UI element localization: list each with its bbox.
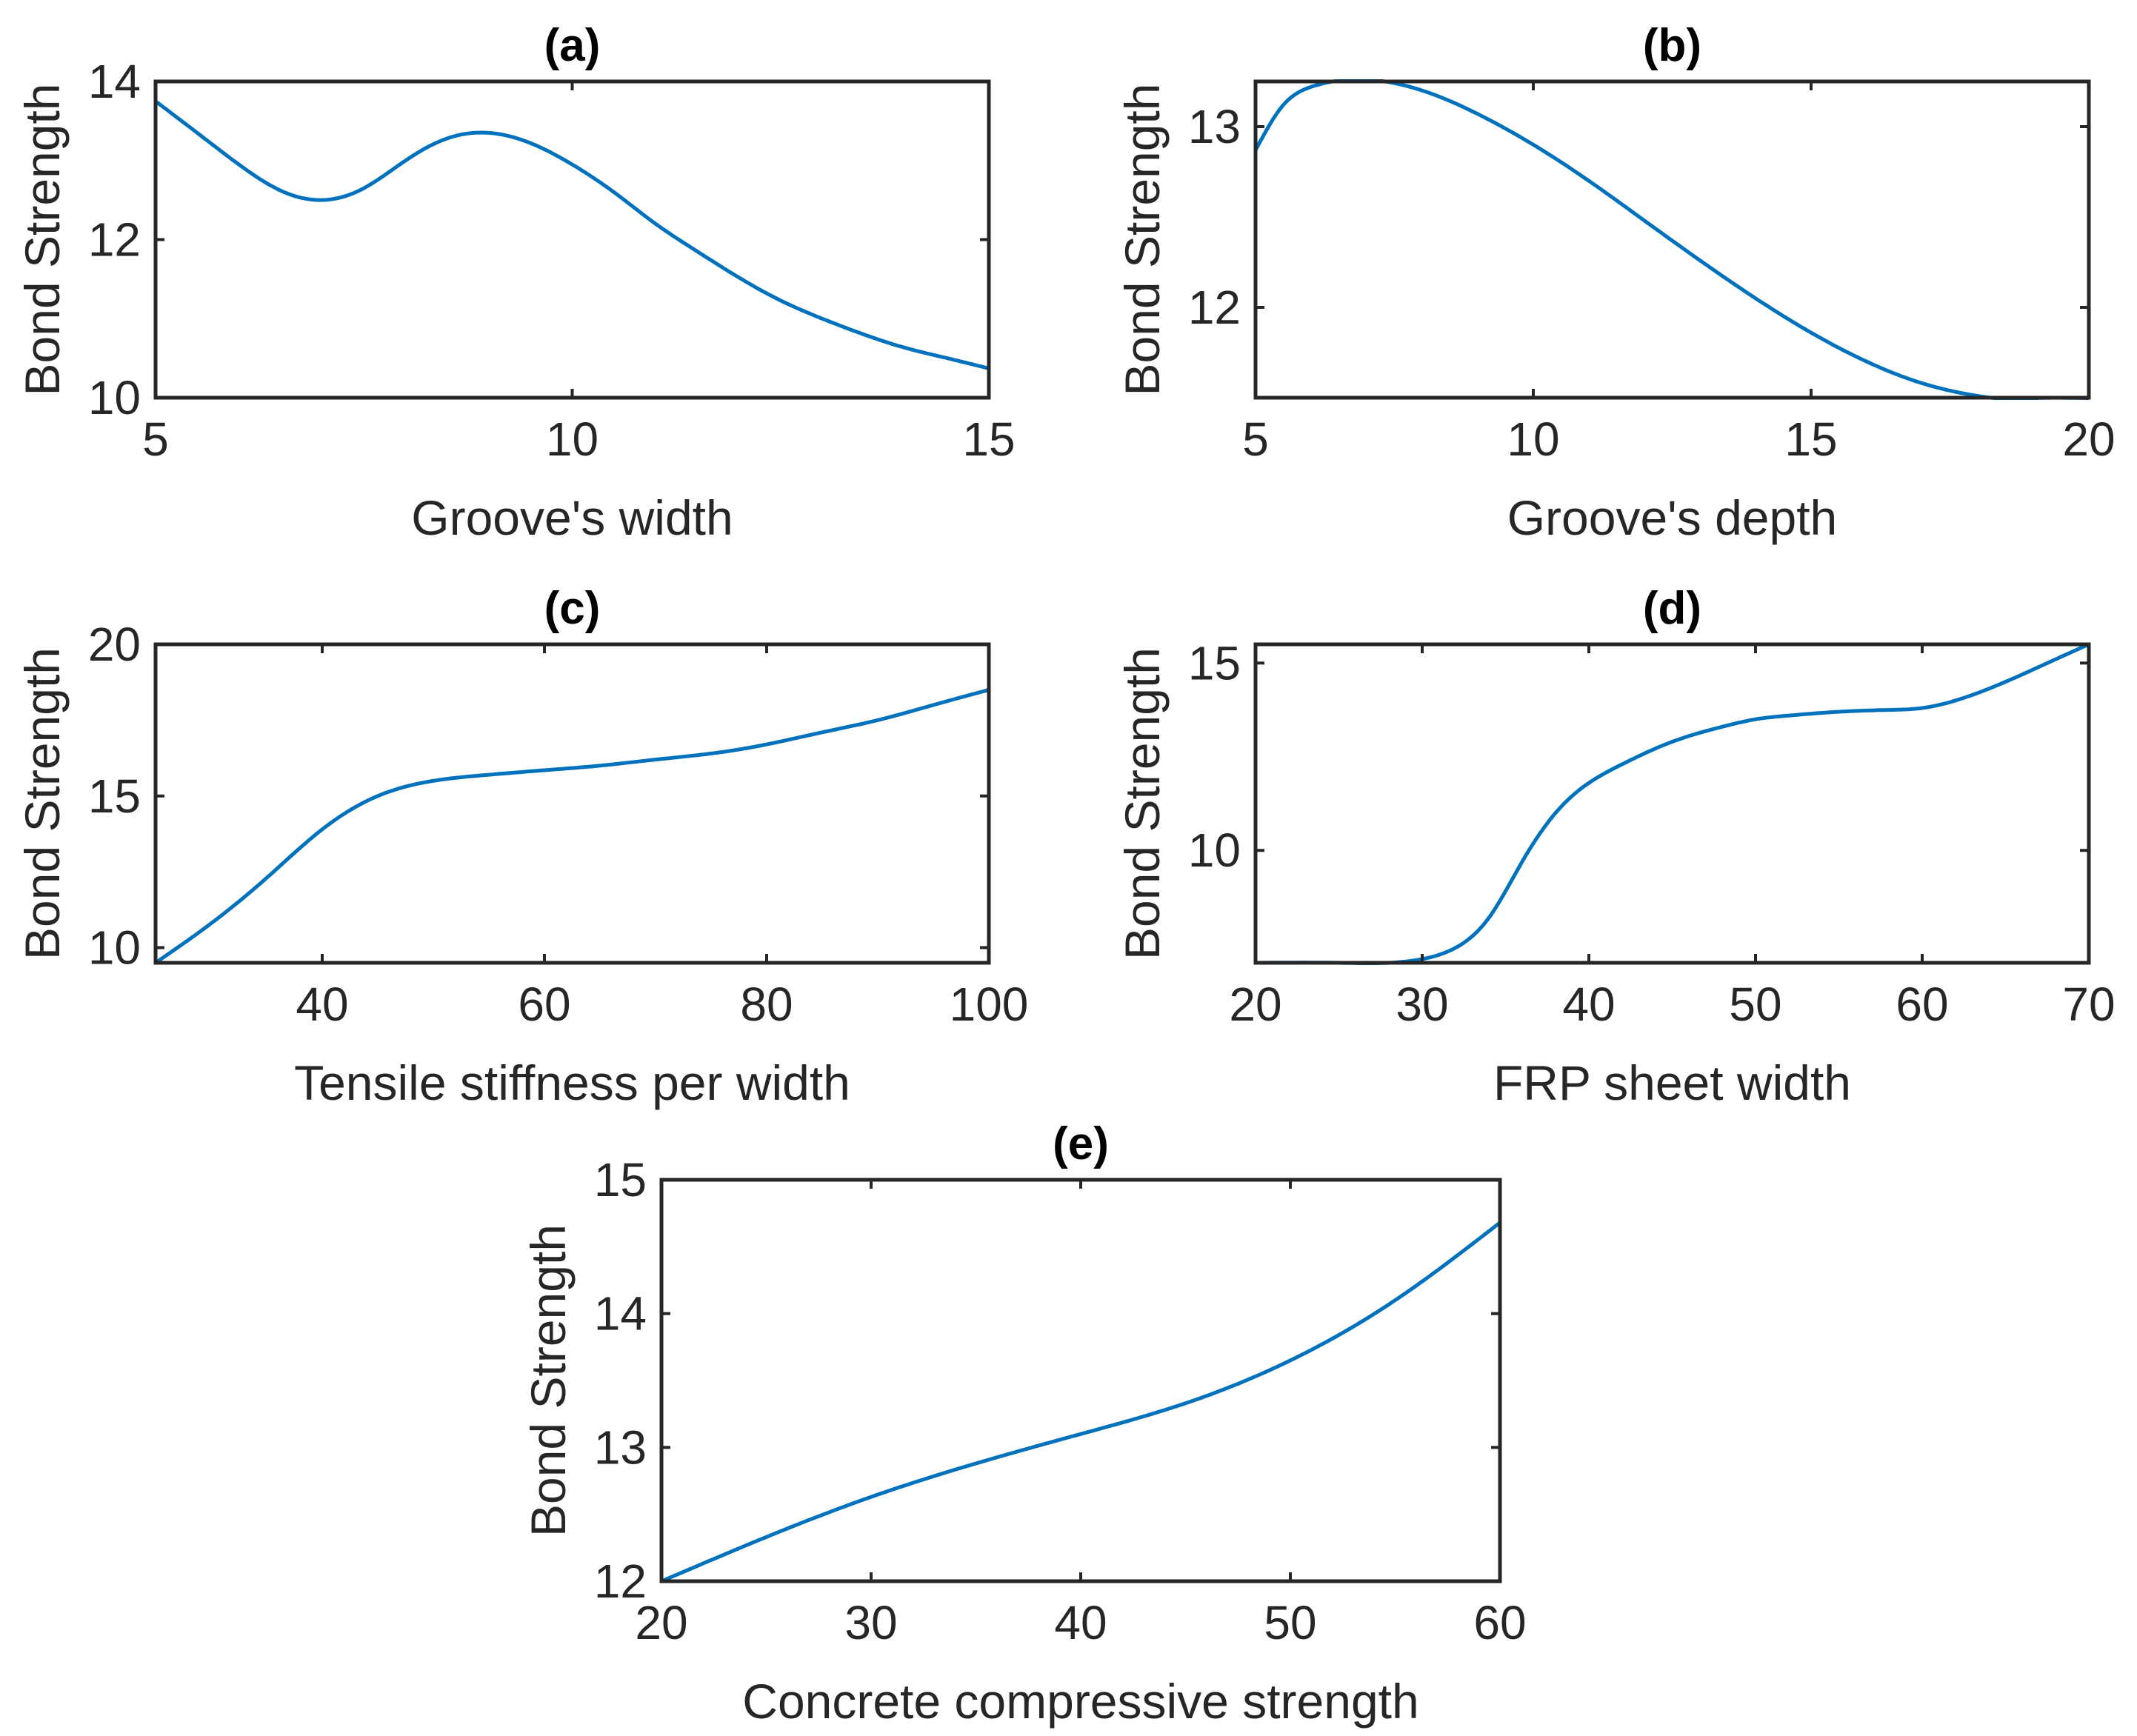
y-axis-label-b: Bond Strength	[1115, 84, 1170, 396]
x-tick-label: 60	[1473, 1596, 1526, 1649]
y-tick-label: 12	[88, 213, 141, 267]
x-axis-label-a: Groove's width	[411, 490, 733, 545]
y-tick-label: 15	[1188, 636, 1241, 690]
x-tick-label: 20	[635, 1596, 687, 1649]
x-tick-label: 10	[1507, 413, 1559, 466]
x-tick-label: 60	[1896, 978, 1948, 1031]
x-tick-label: 100	[950, 978, 1029, 1031]
panel-e: 20 30 40 50 60 12 13 14 15 (e) Concrete compressiv…	[521, 1118, 1527, 1729]
y-tick-label: 14	[88, 55, 141, 108]
axes-box-a	[153, 79, 991, 400]
x-tick-label: 20	[1229, 978, 1281, 1031]
panel-b: 5 10 15 20 12 13 (b) Groove's depth Bond Strengt…	[1115, 20, 2116, 545]
x-tick-label: 60	[518, 978, 570, 1031]
y-tick-label: 20	[88, 618, 141, 671]
axes-box-b	[1253, 79, 2091, 400]
panel-c: 40 60 80 100 10 15 20 (c) Tensile stiffness per …	[15, 583, 1028, 1110]
series-line-c-0	[156, 687, 989, 965]
x-tick-label: 30	[1396, 978, 1448, 1031]
x-axis-label-b: Groove's depth	[1507, 490, 1838, 545]
y-tick-label: 15	[88, 769, 141, 823]
axes-box-e	[659, 1178, 1502, 1583]
y-tick-label: 13	[1188, 100, 1241, 153]
x-tick-label: 70	[2062, 978, 2115, 1031]
panel-title-b: (b)	[1643, 20, 1701, 71]
y-tick-label: 10	[88, 371, 141, 424]
y-axis-label-a: Bond Strength	[15, 84, 70, 396]
x-tick-label: 5	[1242, 413, 1269, 466]
x-tick-label: 80	[740, 978, 793, 1031]
x-tick-label: 20	[2062, 413, 2115, 466]
x-tick-label: 30	[844, 1596, 897, 1649]
panel-title-a: (a)	[544, 20, 601, 71]
x-tick-label: 50	[1264, 1596, 1316, 1649]
x-axis-label-d: FRP sheet width	[1493, 1055, 1851, 1110]
x-axis-label-c: Tensile stiffness per width	[294, 1055, 850, 1110]
y-tick-label: 12	[594, 1555, 647, 1608]
y-axis-label-c: Bond Strength	[15, 647, 70, 960]
x-tick-label: 50	[1729, 978, 1781, 1031]
axes-box-c	[153, 642, 991, 965]
x-tick-label: 40	[1562, 978, 1615, 1031]
y-tick-label: 10	[88, 921, 141, 975]
series-line-e-0	[661, 1221, 1500, 1583]
y-tick-label: 14	[594, 1287, 647, 1341]
y-axis-label-e: Bond Strength	[521, 1224, 576, 1537]
panel-title-d: (d)	[1643, 583, 1701, 634]
panel-title-c: (c)	[544, 583, 601, 634]
series-line-b-0	[1256, 79, 2089, 400]
panel-d: 20 30 40 50 60 70 10 15 (d) FRP sheet width Bond S…	[1115, 583, 2116, 1110]
axes-box-d	[1253, 642, 2091, 965]
y-tick-label: 15	[594, 1153, 647, 1206]
x-tick-label: 40	[1054, 1596, 1107, 1649]
x-tick-label: 15	[1784, 413, 1837, 466]
x-tick-label: 40	[296, 978, 348, 1031]
y-axis-label-d: Bond Strength	[1115, 647, 1170, 960]
panel-title-e: (e)	[1053, 1118, 1109, 1169]
y-tick-label: 12	[1188, 281, 1241, 334]
y-tick-label: 10	[1188, 824, 1241, 877]
x-tick-label: 15	[962, 413, 1015, 466]
y-tick-label: 13	[594, 1420, 647, 1474]
series-line-a-0	[156, 99, 989, 370]
x-tick-label: 5	[142, 413, 169, 466]
x-axis-label-e: Concrete compressive strength	[742, 1674, 1418, 1729]
x-tick-label: 10	[546, 413, 599, 466]
series-line-d-0	[1256, 642, 2089, 965]
